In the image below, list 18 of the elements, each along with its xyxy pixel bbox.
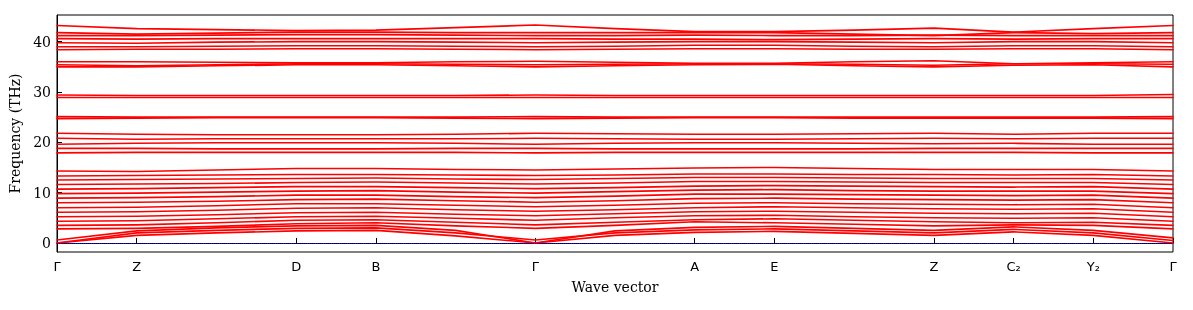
y-axis-title: Frequency (THz) bbox=[7, 73, 24, 194]
x-tick-label: D bbox=[291, 259, 302, 274]
y-tick-label: 40 bbox=[33, 33, 51, 50]
x-tick-label: Y₂ bbox=[1085, 259, 1100, 274]
x-axis-title: Wave vector bbox=[571, 279, 659, 295]
x-tick-label: B bbox=[371, 259, 381, 274]
y-tick-label: 20 bbox=[33, 134, 51, 151]
x-tick-label: C₂ bbox=[1006, 259, 1021, 274]
x-tick-label: Γ bbox=[1169, 259, 1178, 274]
x-tick-label: Z bbox=[132, 259, 142, 274]
y-tick-label: 30 bbox=[33, 83, 51, 100]
x-tick-label: Z bbox=[929, 259, 939, 274]
x-tick-label: E bbox=[770, 259, 779, 274]
x-tick-label: Γ bbox=[531, 259, 540, 274]
y-tick-label: 10 bbox=[33, 184, 51, 201]
x-tick-label: A bbox=[690, 259, 700, 274]
y-tick-label: 0 bbox=[42, 234, 51, 251]
x-tick-label: Γ bbox=[53, 259, 62, 274]
